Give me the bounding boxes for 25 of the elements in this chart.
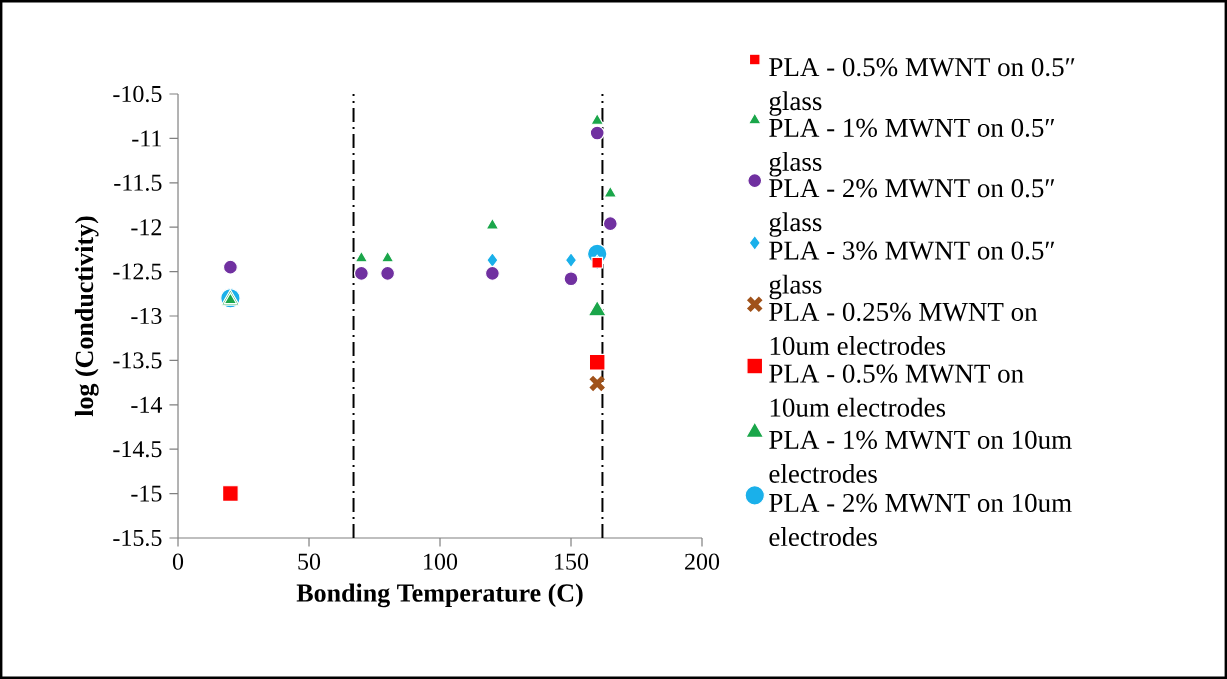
y-tick-label: -14.5 <box>113 441 162 458</box>
y-tick-label: -10.5 <box>113 85 162 103</box>
y-tick-label: -13 <box>131 307 162 325</box>
y-tick-label: -14 <box>131 396 163 413</box>
legend-label: PLA - 0.25% MWNT on 10um electrodes <box>769 302 1038 356</box>
y-tick-label: -12.5 <box>113 263 162 280</box>
legend-label: PLA - 0.5% MWNT on 10um electrodes <box>769 364 1024 417</box>
y-tick-label: -11.5 <box>114 174 162 191</box>
y-tick-label: -13.5 <box>113 352 162 369</box>
y-tick-label: -15 <box>131 485 162 502</box>
x-tick-label: 0 <box>172 553 184 570</box>
y-tick-label: -15.5 <box>113 529 162 547</box>
x-tick-label: 200 <box>685 553 720 570</box>
legend-label: PLA - 2% MWNT on 0.5″ glass <box>769 179 1055 237</box>
y-axis-title: log (Conductivity) <box>74 216 99 417</box>
y-tick-label: -12 <box>131 219 162 236</box>
legend-label: PLA - 1% MWNT on 10um electrodes <box>769 430 1072 483</box>
x-tick-label: 150 <box>555 553 589 570</box>
legend-label: PLA - 3% MWNT on 0.5″ glass <box>769 241 1055 300</box>
x-tick-label: 50 <box>298 553 321 570</box>
legend-label: PLA - 2% MWNT on 10um electrodes <box>769 493 1072 547</box>
x-axis-title: Bonding Temperature (C) <box>296 583 583 608</box>
x-tick-label: 100 <box>424 553 458 570</box>
legend-label: PLA - 0.5% MWNT on 0.5″ glass <box>769 57 1075 116</box>
y-tick-label: -11 <box>132 130 161 147</box>
